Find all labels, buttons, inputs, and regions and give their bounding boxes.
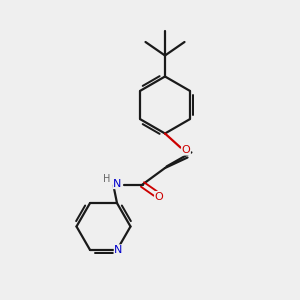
Text: O: O [154, 191, 164, 202]
Text: H: H [103, 174, 110, 184]
Text: N: N [113, 178, 121, 189]
Text: O: O [182, 145, 190, 155]
Text: N: N [114, 245, 123, 255]
